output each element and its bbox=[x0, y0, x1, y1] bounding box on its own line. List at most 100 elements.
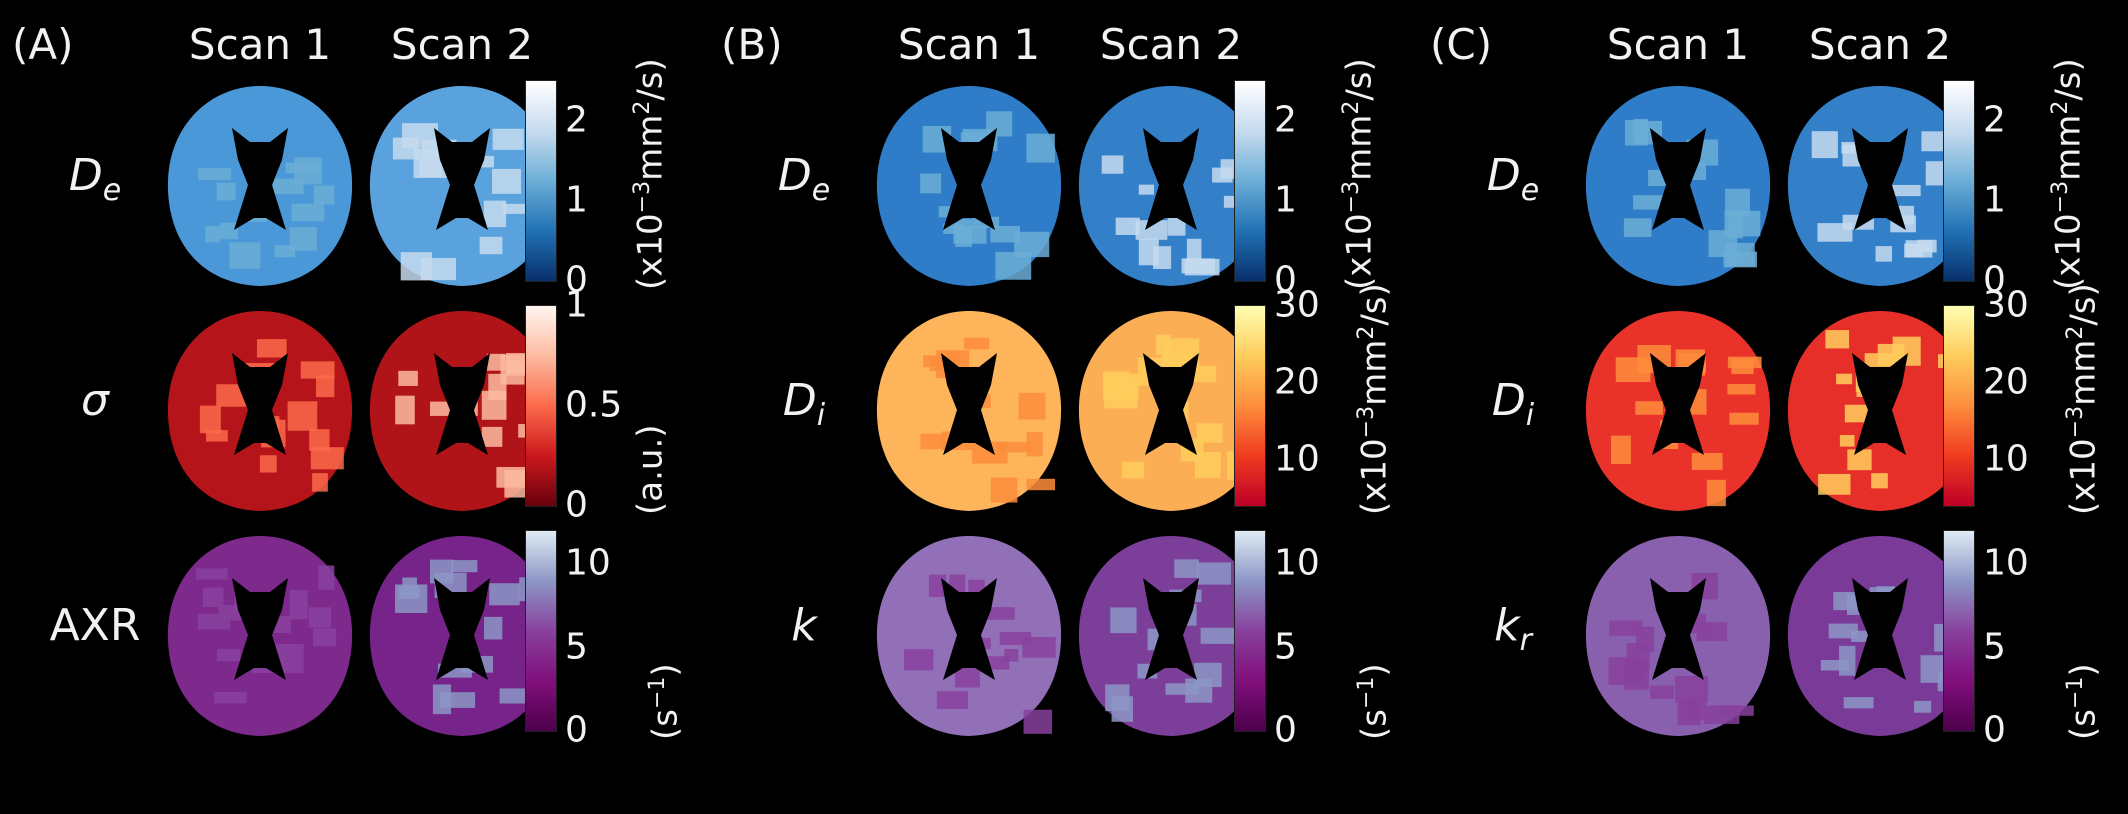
scan-heading: Scan 1 bbox=[188, 20, 332, 69]
colorbar-tick-label: 0 bbox=[1983, 259, 2006, 301]
colorbar-unit-label: (a.u.) bbox=[630, 424, 670, 515]
brain-map bbox=[1071, 305, 1271, 515]
scan-heading: Scan 1 bbox=[1606, 20, 1750, 69]
brain-map bbox=[1071, 80, 1271, 290]
parameter-symbol: k bbox=[791, 600, 817, 651]
parameter-subscript: e bbox=[102, 172, 122, 208]
brain-map bbox=[160, 80, 360, 290]
unit-part: −1 bbox=[645, 676, 670, 710]
parameter-label: De bbox=[40, 150, 150, 208]
parameter-symbol: D bbox=[1486, 150, 1521, 201]
colorbar-unit-label: (x10−3mm2/s) bbox=[2048, 58, 2088, 290]
colorbar-unit-label: (x10−3mm2/s) bbox=[630, 58, 670, 290]
unit-part: 2 bbox=[2048, 100, 2073, 115]
colorbar bbox=[1943, 530, 1975, 732]
parameter-subscript: i bbox=[816, 397, 826, 433]
unit-part: mm bbox=[2063, 339, 2104, 406]
colorbar bbox=[1234, 530, 1266, 732]
panel-label: (C) bbox=[1430, 20, 1493, 69]
parameter-symbol: D bbox=[782, 375, 817, 426]
parameter-symbol: σ bbox=[81, 375, 109, 426]
unit-part: (x10 bbox=[630, 213, 671, 290]
brain-map bbox=[160, 530, 360, 740]
parameter-label: De bbox=[1458, 150, 1568, 208]
parameter-label: AXR bbox=[40, 600, 150, 658]
unit-part: 2 bbox=[2063, 325, 2088, 340]
brain-map bbox=[362, 530, 562, 740]
unit-part: −1 bbox=[1354, 676, 1379, 710]
parameter-subscript: e bbox=[1520, 172, 1540, 208]
colorbar-tick-label: 1 bbox=[565, 284, 588, 326]
unit-part: /s) bbox=[630, 58, 671, 101]
colorbar bbox=[525, 530, 557, 732]
unit-part: −1 bbox=[2063, 676, 2088, 710]
brain-map bbox=[1578, 305, 1778, 515]
parameter-subscript: e bbox=[811, 172, 831, 208]
colorbar-tick-label: 10 bbox=[1274, 438, 1320, 480]
parameter-label: Di bbox=[1458, 375, 1568, 433]
unit-part: −3 bbox=[1339, 180, 1364, 214]
parameter-symbol: D bbox=[1491, 375, 1526, 426]
parameter-label: De bbox=[749, 150, 859, 208]
parameter-symbol: D bbox=[68, 150, 103, 201]
colorbar-tick-label: 1 bbox=[1983, 179, 2006, 221]
brain-map bbox=[869, 530, 1069, 740]
parameter-symbol: k bbox=[1494, 600, 1520, 651]
unit-part: 2 bbox=[1339, 100, 1364, 115]
scan-heading: Scan 1 bbox=[897, 20, 1041, 69]
colorbar-unit-label: (s−1) bbox=[1354, 663, 1394, 740]
unit-part: −3 bbox=[1354, 405, 1379, 439]
colorbar-tick-label: 2 bbox=[1983, 99, 2006, 141]
brain-map bbox=[1578, 80, 1778, 290]
parameter-subscript: i bbox=[1525, 397, 1535, 433]
panel-label: (A) bbox=[12, 20, 74, 69]
scan-heading: Scan 2 bbox=[390, 20, 534, 69]
colorbar bbox=[525, 80, 557, 282]
brain-map bbox=[869, 80, 1069, 290]
unit-part: −3 bbox=[2048, 180, 2073, 214]
panel-b: (B) Scan 1 Scan 2 De 2 1 0 (x10−3mm2/s) Di 30 20 10… bbox=[709, 0, 1418, 814]
panel-a: (A) Scan 1 Scan 2 De 2 1 0 (x10−3mm2/s) σ 1 0.5 0 (a… bbox=[0, 0, 709, 814]
parameter-label: σ bbox=[40, 375, 150, 433]
colorbar-tick-label: 10 bbox=[1983, 438, 2029, 480]
colorbar-tick-label: 0 bbox=[1983, 709, 2006, 751]
colorbar-unit-label: (x10−3mm2/s) bbox=[2063, 283, 2103, 515]
parameter-symbol: AXR bbox=[49, 600, 141, 651]
unit-part: (x10 bbox=[1339, 213, 1380, 290]
colorbar bbox=[525, 305, 557, 507]
unit-part: −3 bbox=[2063, 405, 2088, 439]
colorbar-tick-label: 0 bbox=[1274, 709, 1297, 751]
unit-part: −3 bbox=[630, 180, 655, 214]
colorbar-tick-label: 5 bbox=[565, 626, 588, 668]
colorbar-unit-label: (x10−3mm2/s) bbox=[1339, 58, 1379, 290]
unit-part: (s bbox=[2063, 709, 2104, 740]
brain-map bbox=[1780, 305, 1980, 515]
unit-part: mm bbox=[1354, 339, 1395, 406]
brain-map bbox=[160, 305, 360, 515]
panel-label: (B) bbox=[721, 20, 783, 69]
colorbar-tick-label: 0 bbox=[565, 259, 588, 301]
colorbar-unit-label: (s−1) bbox=[2063, 663, 2103, 740]
unit-part: /s) bbox=[2063, 283, 2104, 326]
unit-part: /s) bbox=[1354, 283, 1395, 326]
parameter-symbol: D bbox=[777, 150, 812, 201]
scan-heading: Scan 2 bbox=[1808, 20, 1952, 69]
unit-part: (x10 bbox=[2048, 213, 2089, 290]
colorbar-tick-label: 0 bbox=[1274, 259, 1297, 301]
parameter-label: k bbox=[749, 600, 859, 658]
colorbar bbox=[1234, 80, 1266, 282]
parameter-label: Di bbox=[749, 375, 859, 433]
brain-map bbox=[1780, 80, 1980, 290]
colorbar-tick-label: 5 bbox=[1274, 626, 1297, 668]
unit-part: ) bbox=[2063, 663, 2104, 677]
unit-part: (x10 bbox=[1354, 438, 1395, 515]
colorbar-unit-label: (s−1) bbox=[645, 663, 685, 740]
colorbar-tick-label: 0 bbox=[565, 484, 588, 526]
brain-map bbox=[869, 305, 1069, 515]
colorbar-tick-label: 10 bbox=[565, 542, 611, 584]
panel-c: (C) Scan 1 Scan 2 De 2 1 0 (x10−3mm2/s) Di 30 20 10… bbox=[1418, 0, 2127, 814]
unit-part: mm bbox=[1339, 114, 1380, 181]
scan-heading: Scan 2 bbox=[1099, 20, 1243, 69]
parameter-subscript: r bbox=[1519, 622, 1532, 658]
colorbar bbox=[1943, 80, 1975, 282]
